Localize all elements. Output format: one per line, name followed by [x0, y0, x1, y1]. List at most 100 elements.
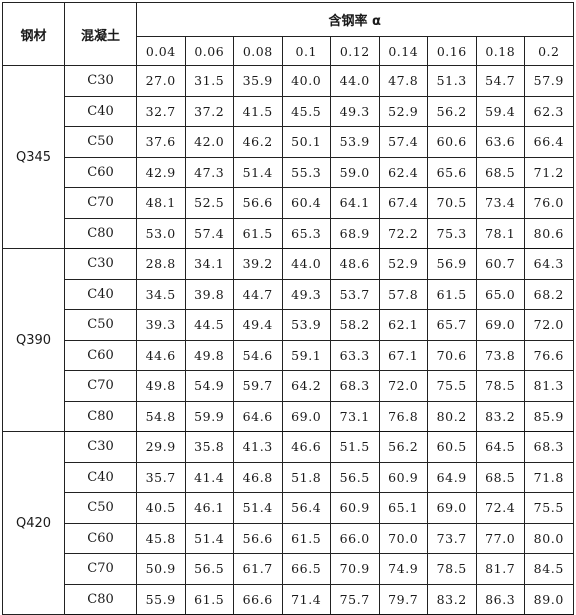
value-cell: 39.3	[136, 309, 186, 341]
value-cell: 60.9	[378, 461, 428, 493]
value-cell: 51.4	[233, 156, 283, 188]
concrete-grade-cell: C80	[64, 400, 137, 432]
steel-grade-cell: Q390	[2, 248, 65, 432]
header-row-2: 0.04 0.06 0.08 0.1 0.12 0.14 0.16 0.18 0.2	[3, 36, 574, 66]
value-cell: 31.5	[184, 65, 234, 97]
value-cell: 40.5	[136, 492, 186, 524]
value-cell: 41.4	[184, 461, 234, 493]
value-cell: 76.6	[524, 339, 574, 371]
value-cell: 52.9	[378, 248, 428, 280]
value-cell: 49.4	[233, 309, 283, 341]
value-cell: 56.2	[427, 95, 477, 127]
value-cell: 60.6	[427, 126, 477, 158]
value-cell: 71.2	[524, 156, 574, 188]
table-row: C60 44.6 49.8 54.6 59.1 63.3 67.1 70.6 73.8 76.6	[3, 339, 574, 371]
value-cell: 68.9	[330, 217, 380, 249]
value-cell: 62.4	[378, 156, 428, 188]
concrete-grade-cell: C40	[64, 95, 137, 127]
value-cell: 70.5	[427, 187, 477, 219]
value-cell: 64.3	[524, 248, 574, 280]
table-row: C40 34.5 39.8 44.7 49.3 53.7 57.8 61.5 65.0 68.2	[3, 278, 574, 310]
table-row: Q390 C30 28.8 34.1 39.2 44.0 48.6 52.9 56.9 60.7 6…	[2, 248, 574, 432]
concrete-grade-cell: C70	[64, 553, 137, 585]
table-row: C70 48.1 52.5 56.6 60.4 64.1 67.4 70.5 73.4 76.0	[3, 187, 574, 219]
value-cell: 34.5	[136, 278, 186, 310]
value-cell: 39.2	[233, 248, 283, 280]
value-cell: 54.6	[233, 339, 283, 371]
value-cell: 68.5	[475, 461, 525, 493]
value-cell: 50.9	[136, 553, 186, 585]
ratio-header-cell: 0.06	[184, 36, 234, 66]
steel-header: 钢材	[2, 2, 65, 66]
value-cell: 80.0	[524, 522, 574, 554]
value-cell: 73.8	[475, 339, 525, 371]
value-cell: 85.9	[524, 400, 574, 432]
table-row: C80 54.8 59.9 64.6 69.0 73.1 76.8 80.2 83.2 85.9	[3, 400, 574, 432]
value-cell: 59.1	[281, 339, 331, 371]
value-cell: 62.1	[378, 309, 428, 341]
steel-grade-cell: Q420	[2, 431, 65, 615]
table-row: C60 45.8 51.4 56.6 61.5 66.0 70.0 73.7 77.0 80.0	[3, 522, 574, 554]
value-cell: 57.4	[184, 217, 234, 249]
value-cell: 42.0	[184, 126, 234, 158]
table-row: C70 49.8 54.9 59.7 64.2 68.3 72.0 75.5 78.5 81.3	[3, 370, 574, 402]
value-cell: 61.5	[233, 217, 283, 249]
concrete-grade-cell: C80	[64, 217, 137, 249]
concrete-grade-cell: C50	[64, 126, 137, 158]
header-row-1: 钢材 混凝土 含钢率 α	[2, 2, 574, 66]
value-cell: 73.1	[330, 400, 380, 432]
concrete-grade-cell: C30	[64, 248, 137, 280]
steel-ratio-header: 含钢率 α	[136, 2, 574, 37]
value-cell: 46.8	[233, 461, 283, 493]
table-row: C40 32.7 37.2 41.5 45.5 49.3 52.9 56.2 59.4 62.3	[3, 95, 574, 127]
value-cell: 56.4	[281, 492, 331, 524]
value-cell: 64.9	[427, 461, 477, 493]
value-cell: 76.0	[524, 187, 574, 219]
value-cell: 53.9	[281, 309, 331, 341]
value-cell: 78.1	[475, 217, 525, 249]
value-cell: 44.0	[330, 65, 380, 97]
value-cell: 27.0	[136, 65, 186, 97]
table-row: Q420 C30 29.9 35.8 41.3 46.6 51.5 56.2 60.5 64.5 6…	[2, 431, 574, 615]
value-cell: 51.8	[281, 461, 331, 493]
value-cell: 72.0	[378, 370, 428, 402]
table-row: C50 40.5 46.1 51.4 56.4 60.9 65.1 69.0 72.4 75.5	[3, 492, 574, 524]
value-cell: 50.1	[281, 126, 331, 158]
value-cell: 68.3	[524, 431, 574, 463]
value-cell: 47.3	[184, 156, 234, 188]
value-cell: 54.7	[475, 65, 525, 97]
value-cell: 65.6	[427, 156, 477, 188]
value-cell: 53.9	[330, 126, 380, 158]
value-cell: 68.3	[330, 370, 380, 402]
value-cell: 72.4	[475, 492, 525, 524]
value-cell: 60.4	[281, 187, 331, 219]
concrete-grade-cell: C40	[64, 461, 137, 493]
concrete-grade-cell: C70	[64, 370, 137, 402]
table-row: C60 42.9 47.3 51.4 55.3 59.0 62.4 65.6 68.5 71.2	[3, 156, 574, 188]
concrete-grade-cell: C30	[64, 65, 137, 97]
value-cell: 53.0	[136, 217, 186, 249]
value-cell: 51.5	[330, 431, 380, 463]
table-row: Q345 C30 27.0 31.5 35.9 40.0 44.0 47.8 51.3 54.7 5…	[2, 65, 574, 249]
value-cell: 56.6	[233, 187, 283, 219]
value-cell: 44.5	[184, 309, 234, 341]
value-cell: 75.3	[427, 217, 477, 249]
value-cell: 69.0	[427, 492, 477, 524]
value-cell: 51.3	[427, 65, 477, 97]
table-row: C40 35.7 41.4 46.8 51.8 56.5 60.9 64.9 68.5 71.8	[3, 461, 574, 493]
value-cell: 35.8	[184, 431, 234, 463]
value-cell: 70.9	[330, 553, 380, 585]
ratio-header-cell: 0.12	[330, 36, 380, 66]
value-cell: 66.5	[281, 553, 331, 585]
concrete-grade-cell: C50	[64, 309, 137, 341]
value-cell: 75.5	[427, 370, 477, 402]
value-cell: 65.7	[427, 309, 477, 341]
value-cell: 35.7	[136, 461, 186, 493]
value-cell: 78.5	[427, 553, 477, 585]
value-cell: 46.6	[281, 431, 331, 463]
ratio-header-cell: 0.2	[524, 36, 574, 66]
value-cell: 65.0	[475, 278, 525, 310]
value-cell: 44.6	[136, 339, 186, 371]
steel-grade-cell: Q345	[2, 65, 65, 249]
value-cell: 39.8	[184, 278, 234, 310]
